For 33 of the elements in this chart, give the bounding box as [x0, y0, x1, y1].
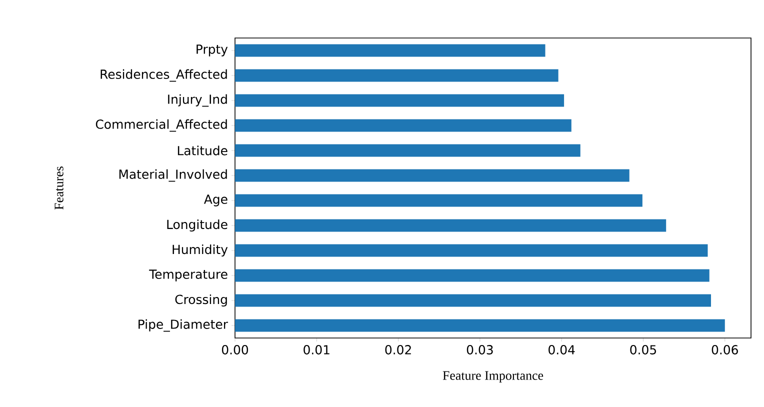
y-tick-label: Material_Involved: [119, 169, 227, 182]
y-tick-label: Longitude: [167, 219, 228, 232]
bar: [235, 294, 712, 307]
y-tick-label: Crossing: [175, 294, 227, 307]
bar: [235, 169, 630, 182]
y-tick-label: Pipe_Diameter: [138, 319, 228, 332]
y-tick-label: Age: [204, 194, 228, 206]
x-tick-label: 0.01: [304, 345, 330, 354]
bar: [235, 69, 558, 82]
bar: [235, 44, 546, 57]
y-tick-label: Injury_Ind: [168, 94, 227, 107]
y-axis-title: Features: [54, 166, 64, 210]
bar: [235, 194, 642, 207]
x-tick-label: 0.04: [548, 345, 575, 354]
x-tick-label: 0.02: [385, 345, 411, 354]
bar: [235, 119, 572, 132]
y-tick-label: Commercial_Affected: [96, 119, 227, 132]
x-tick-label: 0.03: [466, 345, 493, 354]
x-tick-label: 0.06: [712, 345, 738, 354]
bar: [235, 94, 564, 107]
y-tick-label: Temperature: [149, 270, 228, 282]
x-tick-label: 0.00: [222, 345, 248, 354]
x-tick-label: 0.05: [630, 345, 656, 354]
y-tick-label: Prpty: [196, 44, 228, 56]
y-tick-label: Residences_Affected: [100, 69, 227, 82]
y-tick-label: Humidity: [172, 244, 228, 257]
bar: [235, 244, 708, 257]
x-axis-title: Feature Importance: [442, 371, 544, 383]
bar: [235, 219, 666, 232]
y-tick-label: Latitude: [178, 146, 228, 156]
bar: [235, 269, 710, 282]
bar: [235, 144, 580, 157]
bar: [235, 319, 725, 332]
